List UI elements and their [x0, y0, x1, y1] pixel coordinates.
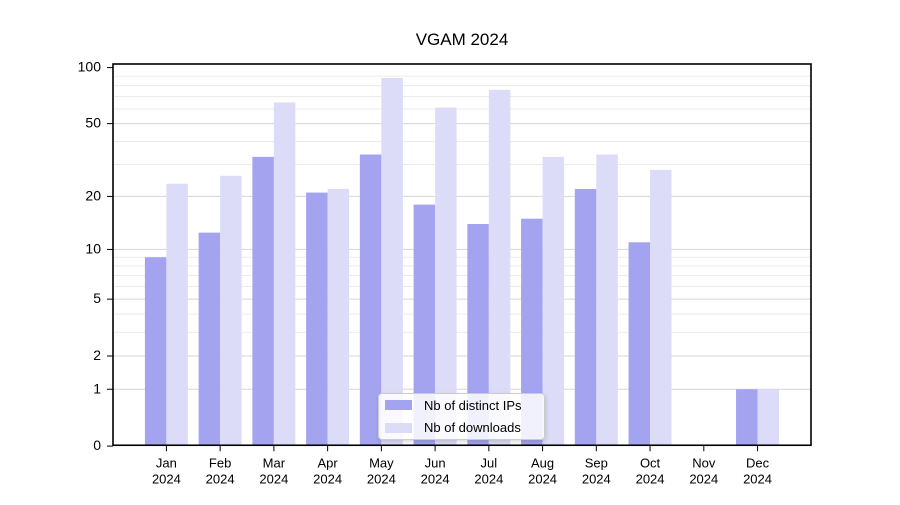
svg-text:2024: 2024: [636, 471, 665, 486]
svg-text:2024: 2024: [582, 471, 611, 486]
svg-text:2024: 2024: [528, 471, 557, 486]
svg-text:20: 20: [85, 187, 101, 203]
svg-text:Nov: Nov: [692, 455, 716, 470]
svg-text:50: 50: [85, 115, 101, 131]
svg-text:Sep: Sep: [585, 455, 608, 470]
svg-text:Jun: Jun: [425, 455, 446, 470]
svg-text:100: 100: [78, 59, 102, 75]
svg-text:1: 1: [93, 380, 101, 396]
svg-text:2024: 2024: [206, 471, 235, 486]
svg-text:Mar: Mar: [263, 455, 286, 470]
svg-text:Dec: Dec: [746, 455, 770, 470]
svg-text:2024: 2024: [367, 471, 396, 486]
svg-text:10: 10: [85, 240, 101, 256]
svg-text:2024: 2024: [743, 471, 772, 486]
svg-text:Jan: Jan: [156, 455, 177, 470]
svg-text:Jul: Jul: [481, 455, 498, 470]
svg-text:Oct: Oct: [640, 455, 661, 470]
svg-text:0: 0: [93, 437, 101, 453]
svg-text:May: May: [369, 455, 394, 470]
svg-text:2024: 2024: [421, 471, 450, 486]
svg-text:5: 5: [93, 290, 101, 306]
svg-text:Feb: Feb: [209, 455, 231, 470]
svg-text:2024: 2024: [152, 471, 181, 486]
svg-text:2024: 2024: [474, 471, 503, 486]
svg-text:Aug: Aug: [531, 455, 554, 470]
svg-text:2024: 2024: [259, 471, 288, 486]
svg-text:2024: 2024: [313, 471, 342, 486]
svg-text:2024: 2024: [689, 471, 718, 486]
svg-text:Apr: Apr: [318, 455, 339, 470]
svg-text:2: 2: [93, 347, 101, 363]
